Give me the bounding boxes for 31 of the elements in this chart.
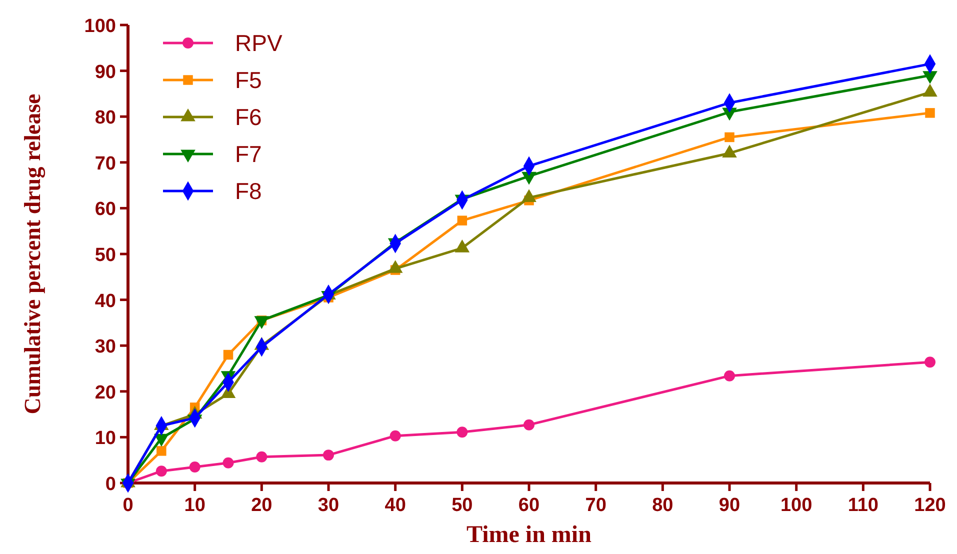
x-tick-label: 80 xyxy=(652,495,674,516)
x-tick-label: 90 xyxy=(718,495,740,516)
x-tick-label: 10 xyxy=(184,495,206,516)
y-axis-title: Cumulative percent drug release xyxy=(20,94,46,414)
legend-label: F5 xyxy=(235,67,262,93)
y-tick-label: 60 xyxy=(94,199,116,220)
x-tick-label: 100 xyxy=(780,495,812,516)
y-tick-label: 50 xyxy=(94,245,116,266)
y-tick-label: 30 xyxy=(94,336,116,358)
x-tick-label: 20 xyxy=(251,495,272,516)
legend-label: F7 xyxy=(235,141,262,167)
y-tick-label: 100 xyxy=(84,16,116,37)
y-tick-label: 0 xyxy=(105,474,116,495)
y-tick-label: 40 xyxy=(94,290,116,312)
x-tick-label: 50 xyxy=(452,495,473,516)
legend-label: F6 xyxy=(235,104,262,130)
x-tick-label: 120 xyxy=(914,495,946,516)
x-tick-label: 70 xyxy=(585,495,606,516)
x-tick-label: 60 xyxy=(518,495,540,516)
x-tick-label: 40 xyxy=(384,495,406,516)
legend-label: F8 xyxy=(235,178,262,204)
y-tick-label: 90 xyxy=(94,62,116,83)
x-tick-label: 0 xyxy=(122,495,134,516)
y-tick-label: 80 xyxy=(94,108,116,129)
y-tick-label: 70 xyxy=(94,153,116,174)
y-tick-label: 20 xyxy=(94,382,116,404)
x-tick-label: 110 xyxy=(848,495,878,516)
x-axis-title: Time in min xyxy=(466,522,592,548)
x-tick-label: 30 xyxy=(318,495,340,516)
legend-label: RPV xyxy=(235,30,283,56)
y-tick-label: 10 xyxy=(94,428,116,450)
